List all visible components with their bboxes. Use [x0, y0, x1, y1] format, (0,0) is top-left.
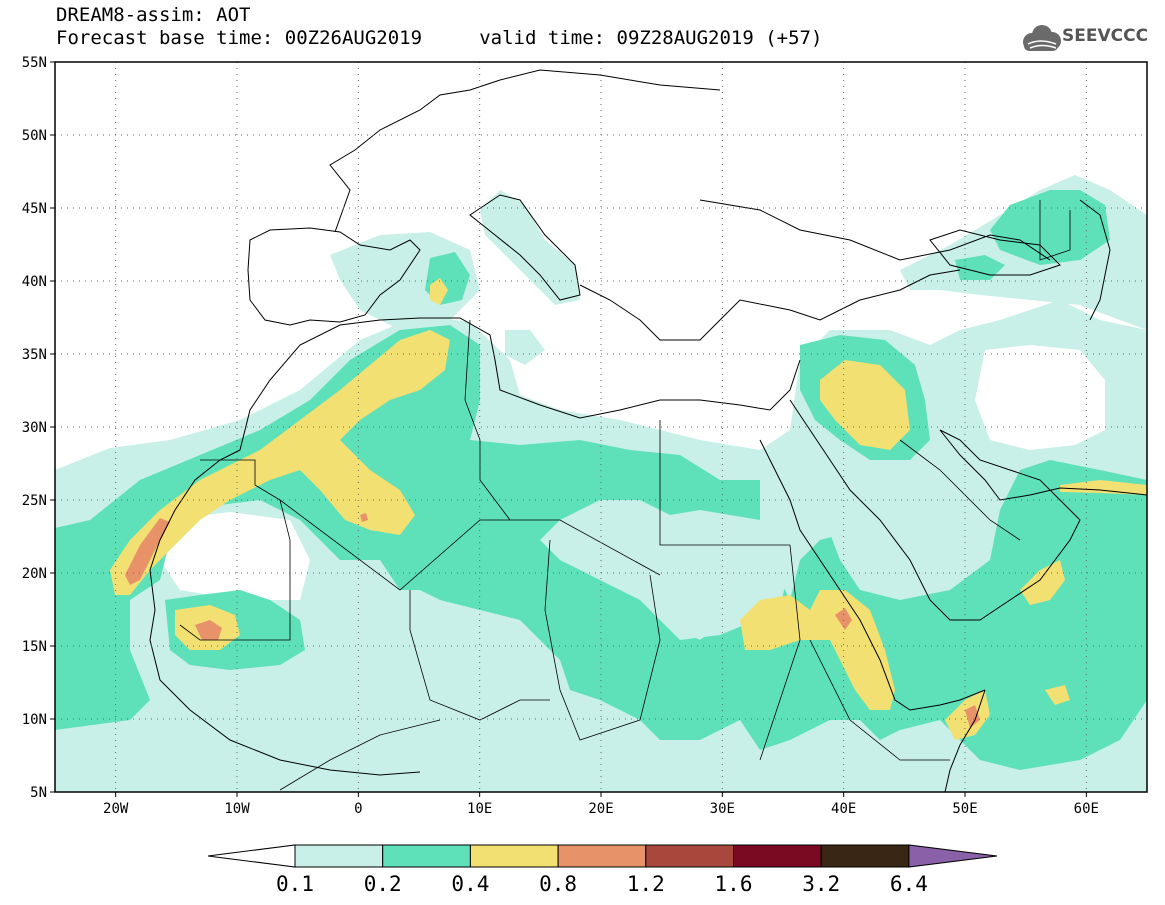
lon-tick-label: 10W — [224, 801, 250, 817]
cloud-icon — [1023, 25, 1061, 51]
colorbar-swatch — [294, 844, 384, 868]
lat-tick-label: 15N — [22, 639, 47, 655]
colorbar-label: 3.2 — [802, 872, 841, 896]
lat-tick-label: 40N — [22, 274, 47, 290]
colorbar-swatch — [382, 844, 471, 868]
logo-text: SEEVCCC — [1062, 26, 1149, 46]
colorbar-label: 0.2 — [363, 872, 402, 896]
lat-tick-label: 45N — [22, 201, 47, 217]
colorbar-label: 0.1 — [276, 872, 314, 896]
colorbar-label: 6.4 — [889, 872, 928, 896]
lat-tick-label: 30N — [22, 420, 47, 436]
lat-tick-label: 20N — [22, 566, 47, 582]
colorbar-label: 1.6 — [714, 872, 753, 896]
chart-subtitle: Forecast base time: 00Z26AUG2019 valid t… — [56, 27, 823, 49]
colorbar-over-arrow — [908, 844, 998, 868]
colorbar-label: 1.2 — [626, 872, 665, 896]
dust-field — [55, 62, 1147, 792]
lon-tick-label: 20E — [588, 801, 613, 817]
aot-band-0.4 — [110, 278, 1147, 740]
colorbar-swatch — [469, 844, 559, 868]
colorbar-under-arrow — [207, 844, 296, 868]
colorbar — [207, 844, 998, 868]
aot-band-0.8 — [125, 513, 980, 728]
colorbar-swatch — [645, 844, 734, 868]
lat-tick-label: 35N — [22, 347, 47, 363]
colorbar-swatch — [820, 844, 910, 868]
lon-tick-label: 40E — [831, 801, 856, 817]
gridlines — [55, 62, 1147, 792]
colorbar-swatch — [557, 844, 647, 868]
lat-tick-label: 10N — [22, 712, 47, 728]
lon-tick-label: 0 — [354, 801, 362, 817]
lat-tick-label: 50N — [22, 128, 47, 144]
colorbar-label: 0.8 — [539, 872, 578, 896]
lat-tick-labels: 55N 50N 45N 40N 35N 30N 25N 20N 15N 10N 5N — [22, 55, 55, 801]
lon-tick-label: 50E — [952, 801, 977, 817]
chart-title: DREAM8-assim: AOT — [56, 4, 251, 26]
coastlines — [149, 69, 1147, 792]
colorbar-swatch — [733, 844, 822, 868]
lat-tick-label: 55N — [22, 55, 47, 71]
lon-tick-label: 60E — [1074, 801, 1099, 817]
borders — [179, 200, 1071, 791]
colorbar-label: 0.4 — [451, 872, 490, 896]
lon-tick-labels: 20W 10W 0 10E 20E 30E 40E 50E 60E — [103, 792, 1099, 817]
lat-tick-label: 25N — [22, 493, 47, 509]
lon-tick-label: 20W — [103, 801, 129, 817]
lat-tick-label: 5N — [30, 785, 47, 801]
lon-tick-label: 10E — [467, 801, 492, 817]
lon-tick-label: 30E — [710, 801, 735, 817]
